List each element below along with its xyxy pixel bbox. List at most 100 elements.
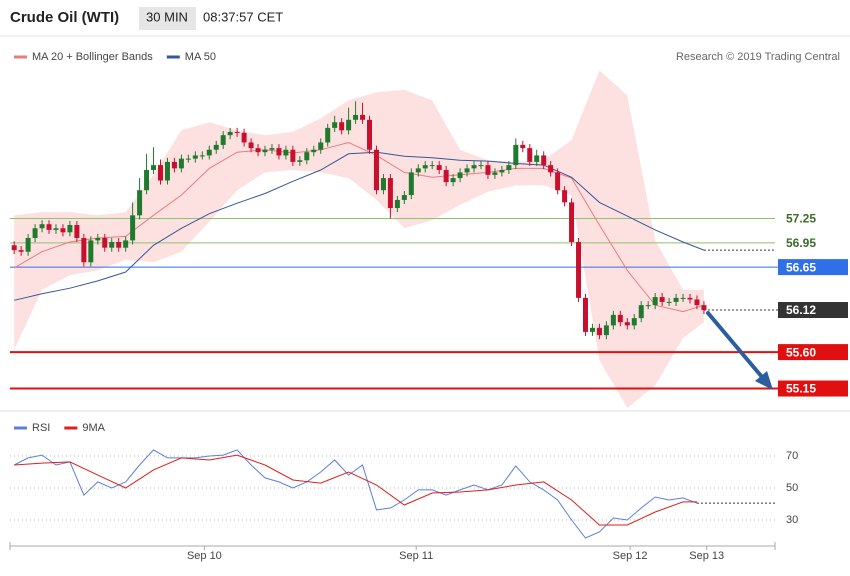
candle-body [687,297,693,300]
candle-body [18,250,24,252]
candle-body [527,148,533,162]
time: 08:37:57 CET [203,9,283,24]
candle-body [666,301,672,303]
candle-body [46,224,52,230]
candle-body [485,165,491,175]
candle-body [74,225,80,238]
candle-body [380,178,386,191]
candle-body [130,215,136,241]
candle-body [596,327,602,336]
candle-body [311,149,317,153]
candle-body [520,144,526,149]
bollinger-band [14,70,704,409]
candle-body [318,142,324,150]
candle-body [464,168,470,173]
candle-body [67,225,73,233]
candle-body [171,161,177,169]
x-tick-label: Sep 12 [613,550,648,562]
candle-body [39,224,45,229]
rsi-line [13,449,698,539]
level-label: 56.95 [786,236,816,250]
candle-body [436,165,442,170]
candle-body [401,195,407,200]
candle-body [220,135,226,145]
candle-body [123,240,129,248]
candle-body [234,131,240,133]
candle-body [360,114,366,120]
candle-body [192,155,198,159]
candle-body [116,242,122,248]
candle-body [11,245,17,251]
candle-body [443,169,449,183]
timeframe-box [139,7,196,30]
candle-body [569,202,575,243]
candle-body [276,148,282,156]
candle-body [346,119,352,131]
candle-body [659,297,665,302]
candle-body [499,169,505,173]
level-box [778,380,848,397]
candle-body [576,242,582,298]
y-tick-label: 70 [786,450,798,462]
arrow-head [755,371,773,390]
candle-body [178,158,184,169]
candle-body [562,190,568,203]
candle-body [60,228,66,233]
candle-body [492,172,498,175]
candle-body [325,127,331,143]
arrow-shaft [706,311,764,379]
level-label: 56.65 [786,260,816,274]
candle-body [144,169,150,191]
legend-label: 9MA [82,422,105,434]
candle-body [262,149,268,153]
candle-body [694,299,700,306]
legend-label: MA 50 [185,51,216,63]
candle-body [255,148,261,153]
candle-body [88,240,94,263]
candle-body [506,165,512,170]
candle-body [206,149,212,156]
candle-body [701,305,707,311]
candle-body [603,325,609,336]
candle-body [367,119,373,150]
candle-body [589,327,595,332]
candle-body [673,297,679,302]
candle-body [185,158,191,160]
rsi-line [14,454,697,526]
candle-body [429,165,435,167]
legend-label: MA 20 + Bollinger Bands [32,51,153,63]
candle-body [373,149,379,191]
candle-body [478,165,484,167]
candle-body [227,131,233,136]
candle-body [95,237,101,241]
candle-body [339,122,345,131]
candle-body [53,228,59,230]
candle-body [157,165,163,181]
credit: Research © 2019 Trading Central [676,51,840,63]
candle-body [387,178,393,209]
candle-body [624,322,630,326]
candle-body [81,237,87,263]
candle-body [617,314,623,323]
candle-body [457,172,463,179]
candle-body [645,305,651,307]
candle-body [541,155,547,166]
candle-body [109,242,115,248]
candle-body [151,165,157,170]
candle-body [137,190,143,216]
x-tick-label: Sep 10 [187,550,222,562]
x-tick-label: Sep 11 [399,550,433,562]
candle-body [652,297,658,306]
level-box [778,259,848,276]
level-box [778,344,848,361]
candle-body [290,149,296,162]
candle-body [638,305,644,319]
candle-body [248,142,254,149]
candle-body [582,297,588,332]
candle-body [422,165,428,169]
legend-label: RSI [32,422,50,434]
level-label: 56.12 [786,303,816,317]
candle-body [199,155,205,157]
level-label: 55.15 [786,382,816,396]
